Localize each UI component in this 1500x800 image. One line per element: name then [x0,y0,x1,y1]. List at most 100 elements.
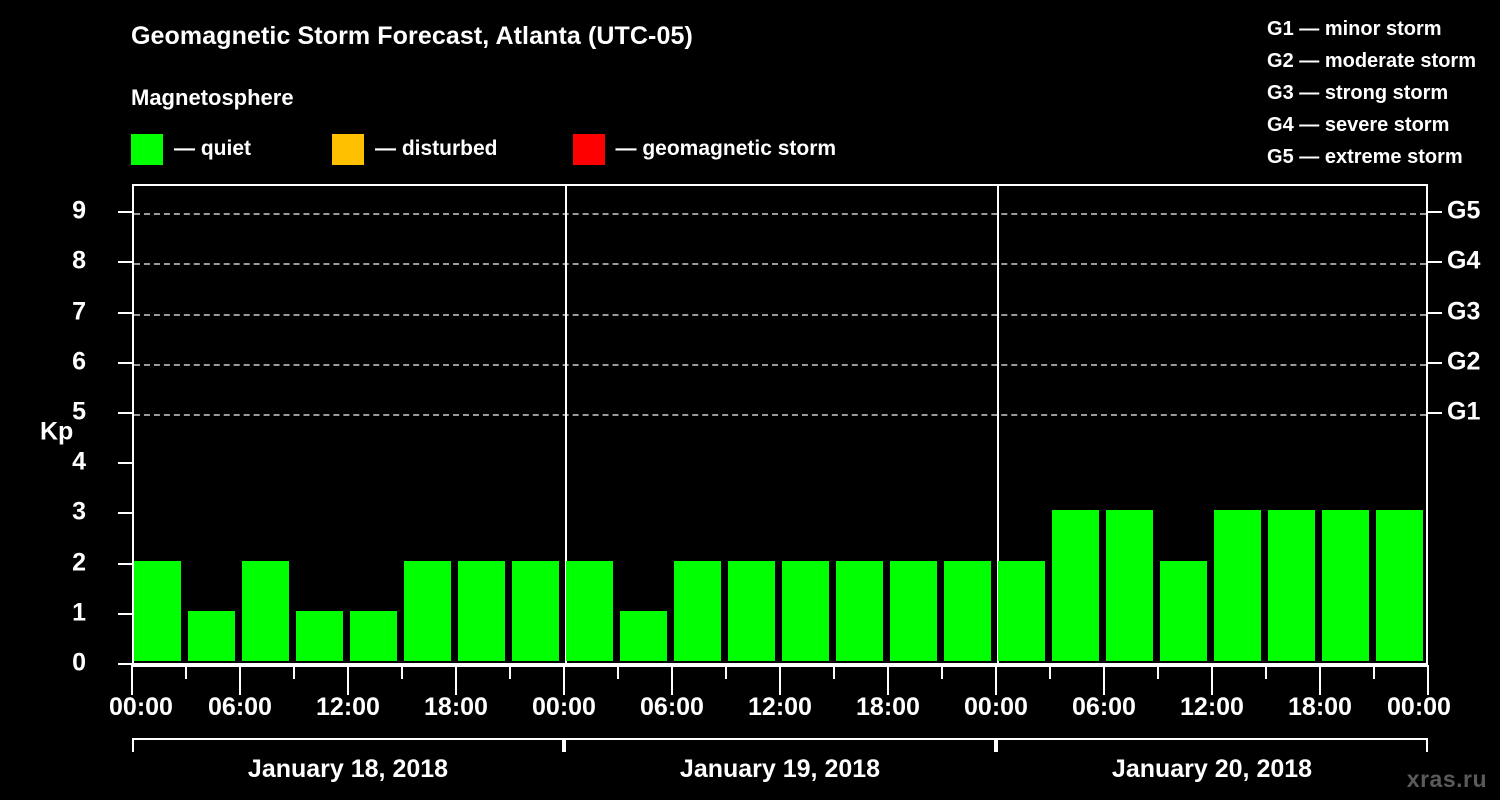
x-tick-major-12h [347,665,349,695]
gridline-kp-6 [134,363,1426,366]
g-legend-row-3: G3 — strong storm [1267,82,1449,104]
bar[interactable] [620,610,667,661]
x-tick-label-6: 12:00 [748,693,812,721]
y-tick-mark-5 [118,411,132,414]
y-tick-label-6: 6 [72,347,86,376]
date-label-1: January 18, 2018 [247,755,449,783]
x-tick-label-0: 00:00 [109,693,173,721]
bar[interactable] [1106,510,1153,661]
day-separator-48h [997,186,999,663]
x-tick-major-24h [563,665,565,695]
x-tick-major-36h [779,665,781,695]
bar[interactable] [836,560,883,661]
bar[interactable] [242,560,289,661]
gridline-kp-7 [134,313,1426,316]
x-tick-minor-39h [833,665,835,679]
legend-swatch-quiet [131,133,163,165]
bar[interactable] [350,610,397,661]
x-tick-label-11: 18:00 [1288,693,1352,721]
y-tick-label-3: 3 [72,497,86,526]
bar[interactable] [1160,560,1207,661]
g-scale-legend: G1 — minor storm G2 — moderate storm G3 — … [1267,13,1476,173]
bar[interactable] [134,560,181,661]
date-band-3 [996,738,1428,752]
legend-label-geomagnetic-storm: — geomagnetic storm [615,137,837,160]
bar[interactable] [1376,510,1423,661]
y-tick-mark-9 [118,211,132,214]
bar[interactable] [890,560,937,661]
x-tick-major-42h [887,665,889,695]
y-tick-label-7: 7 [72,297,86,326]
x-tick-minor-15h [401,665,403,679]
date-label-3: January 20, 2018 [1111,755,1313,783]
g-axis-tick-G1 [1428,411,1442,414]
g-legend-row-5: G5 — extreme storm [1267,146,1463,168]
y-tick-mark-1 [118,612,132,615]
day-separator-24h [565,186,567,663]
y-tick-mark-7 [118,311,132,314]
x-tick-minor-27h [617,665,619,679]
x-tick-label-10: 12:00 [1180,693,1244,721]
g-legend-row-4: G4 — severe storm [1267,114,1450,136]
bar[interactable] [998,560,1045,661]
bar[interactable] [1268,510,1315,661]
page-title: Geomagnetic Storm Forecast, Atlanta (UTC… [131,22,693,50]
y-tick-label-9: 9 [72,196,86,225]
x-tick-minor-45h [941,665,943,679]
g-legend-row-1: G1 — minor storm [1267,18,1442,40]
y-tick-label-4: 4 [72,447,86,476]
plot-area [132,184,1428,665]
x-tick-major-30h [671,665,673,695]
x-tick-minor-63h [1265,665,1267,679]
bar[interactable] [1322,510,1369,661]
y-tick-mark-6 [118,361,132,364]
date-band-1 [132,738,564,752]
x-tick-label-1: 06:00 [208,693,272,721]
x-tick-minor-69h [1373,665,1375,679]
g-axis-tick-G5 [1428,211,1442,214]
y-tick-label-2: 2 [72,548,86,577]
legend-swatch-disturbed [332,133,364,165]
x-tick-major-60h [1211,665,1213,695]
legend-entry-quiet[interactable]: — quiet [131,133,251,165]
legend-label-disturbed: — disturbed [375,137,498,160]
x-tick-label-5: 06:00 [640,693,704,721]
bar[interactable] [512,560,559,661]
bar[interactable] [728,560,775,661]
y-tick-label-5: 5 [72,397,86,426]
g-axis-tick-G2 [1428,361,1442,364]
y-axis-title: Kp [40,417,74,446]
g-axis-tick-G3 [1428,311,1442,314]
legend-label-quiet: — quiet [174,137,251,160]
bar[interactable] [782,560,829,661]
g-axis-label-G3: G3 [1447,297,1481,326]
bar[interactable] [566,560,613,661]
x-tick-label-2: 12:00 [316,693,380,721]
x-tick-minor-51h [1049,665,1051,679]
bar[interactable] [1214,510,1261,661]
y-tick-mark-0 [118,663,132,665]
x-tick-minor-57h [1157,665,1159,679]
legend-entry-geomagnetic-storm[interactable]: — geomagnetic storm [572,133,837,165]
watermark: xras.ru [1406,766,1487,792]
bar[interactable] [944,560,991,661]
g-axis-label-G5: G5 [1447,196,1481,225]
bar[interactable] [1052,510,1099,661]
y-tick-label-0: 0 [72,648,86,677]
y-tick-label-8: 8 [72,246,86,275]
bar[interactable] [458,560,505,661]
bar[interactable] [296,610,343,661]
x-tick-major-0h [131,665,133,695]
bar[interactable] [674,560,721,661]
y-tick-label-1: 1 [72,598,86,627]
gridline-kp-5 [134,413,1426,416]
legend-entry-disturbed[interactable]: — disturbed [332,133,498,165]
x-tick-label-8: 00:00 [964,693,1028,721]
x-tick-minor-33h [725,665,727,679]
x-tick-minor-3h [185,665,187,679]
bar[interactable] [404,560,451,661]
bar[interactable] [188,610,235,661]
x-tick-minor-9h [293,665,295,679]
g-axis-label-G4: G4 [1447,246,1481,275]
x-tick-minor-21h [509,665,511,679]
